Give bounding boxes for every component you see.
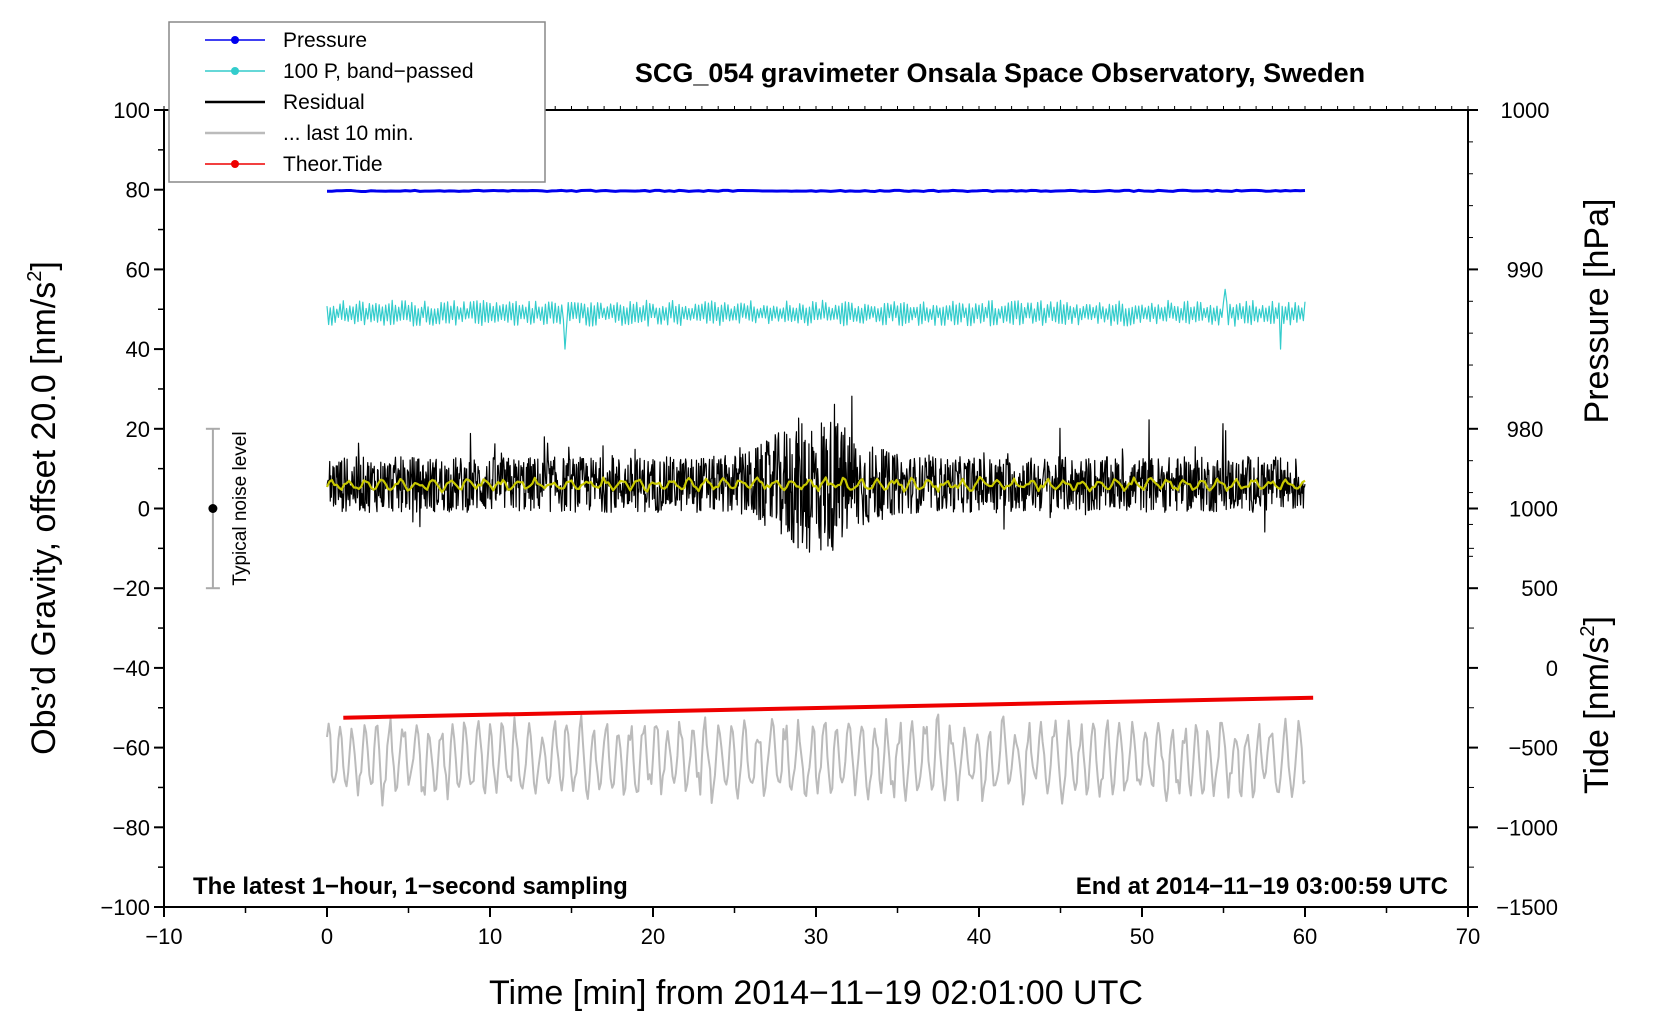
x-tick-label: 10 xyxy=(478,924,502,949)
series-layer xyxy=(326,188,1314,807)
series-band-passed-pressure xyxy=(326,288,1306,350)
legend-swatch-dot xyxy=(231,160,239,168)
y-tick-label: 0 xyxy=(138,497,150,522)
y-axis-title-left: Obs’d Gravity, offset 20.0 [nm/s2] xyxy=(24,261,63,755)
y-tick-label: 100 xyxy=(113,98,150,123)
series-last-10-min xyxy=(326,713,1306,807)
chart-title: SCG_054 gravimeter Onsala Space Observat… xyxy=(635,58,1365,88)
noise-center-dot xyxy=(208,504,218,513)
x-tick-label: 40 xyxy=(967,924,991,949)
tide-axis-title-close: ] xyxy=(1578,616,1616,625)
tide-axis-title: Tide [nm/s2] xyxy=(1577,616,1616,794)
noise-level-indicator: Typical noise level xyxy=(205,427,251,590)
x-tick-label: 0 xyxy=(321,924,333,949)
tide-tick-label: −1000 xyxy=(1496,815,1558,840)
sampling-annotation: The latest 1−hour, 1−second sampling xyxy=(193,873,628,900)
x-tick-label: 70 xyxy=(1456,924,1480,949)
x-tick-label: 60 xyxy=(1293,924,1317,949)
x-tick-label: 50 xyxy=(1130,924,1154,949)
pressure-axis-title: Pressure [hPa] xyxy=(1578,199,1616,424)
tide-axis-title-sup: 2 xyxy=(1577,625,1599,636)
tide-tick-label: 500 xyxy=(1521,576,1558,601)
y-axis-title-left-sup: 2 xyxy=(24,271,46,282)
legend-label: Pressure xyxy=(283,29,367,52)
legend-swatch-dot xyxy=(231,36,239,44)
tide-tick-label: −1500 xyxy=(1496,895,1558,920)
end-time-annotation: End at 2014−11−19 03:00:59 UTC xyxy=(1076,873,1448,900)
pressure-tick-label: 990 xyxy=(1507,257,1544,282)
tide-tick-label: 0 xyxy=(1546,656,1558,681)
tide-tick-label: −500 xyxy=(1508,736,1558,761)
legend-label: Residual xyxy=(283,91,365,114)
pressure-tick-label: 980 xyxy=(1507,417,1544,442)
y-tick-label: −40 xyxy=(113,656,150,681)
series-theoretical-tide xyxy=(343,695,1314,720)
tide-axis-title-main: Tide [nm/s xyxy=(1578,637,1616,794)
y-tick-label: 80 xyxy=(126,178,150,203)
y-tick-label: −60 xyxy=(113,736,150,761)
series-residual xyxy=(326,395,1306,553)
legend-label: ... last 10 min. xyxy=(283,122,414,145)
y-tick-label: −80 xyxy=(113,815,150,840)
x-tick-label: −10 xyxy=(145,924,182,949)
y-tick-label: −100 xyxy=(100,895,150,920)
legend-label: 100 P, band−passed xyxy=(283,60,474,83)
series-residual-smoothed xyxy=(326,475,1306,494)
x-tick-label: 30 xyxy=(804,924,828,949)
noise-level-label: Typical noise level xyxy=(230,431,251,585)
legend: Pressure 100 P, band−passed Residual ... la… xyxy=(168,21,546,183)
legend-swatch-dot xyxy=(231,67,239,75)
tide-tick-label: 1000 xyxy=(1509,497,1558,522)
x-axis-title: Time [min] from 2014−11−19 02:01:00 UTC xyxy=(489,974,1143,1012)
series-pressure xyxy=(326,188,1306,193)
ticks-layer: −10 0 10 20 30 40 50 60 70−100−80−60−40−20020406… xyxy=(100,98,1558,949)
y-tick-label: 60 xyxy=(126,257,150,282)
y-axis-title-left-close: ] xyxy=(25,261,63,270)
y-axis-title-left-main: Obs’d Gravity, offset 20.0 [nm/s xyxy=(25,282,63,755)
pressure-tick-label: 1000 xyxy=(1501,98,1550,123)
legend-label: Theor.Tide xyxy=(283,153,383,176)
y-tick-label: 40 xyxy=(126,337,150,362)
y-tick-label: 20 xyxy=(126,417,150,442)
x-tick-label: 20 xyxy=(641,924,665,949)
y-tick-label: −20 xyxy=(113,576,150,601)
